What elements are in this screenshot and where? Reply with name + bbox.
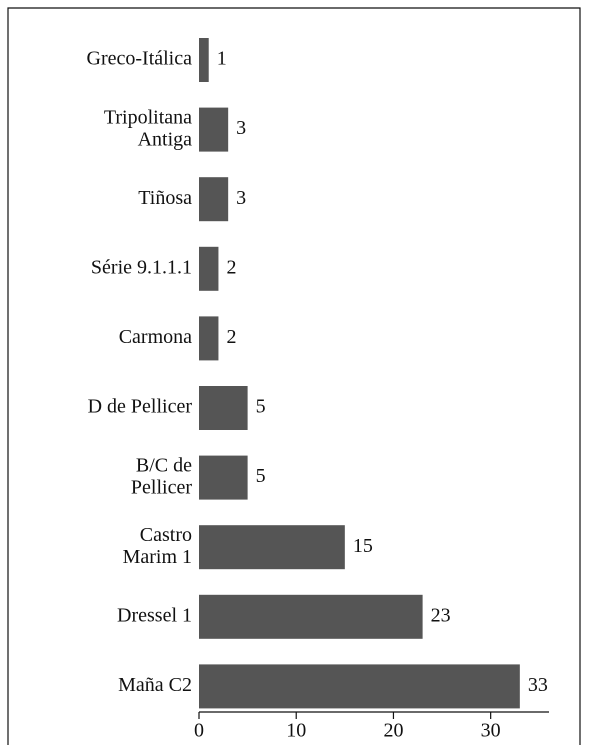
- bar: [199, 525, 345, 570]
- frame: [7, 7, 581, 745]
- y-tick-label: B/C de Pellicer: [131, 454, 192, 498]
- bar: [199, 594, 423, 639]
- value-label: 1: [217, 48, 227, 70]
- y-tick-label: Tripolitana Antiga: [104, 106, 192, 150]
- x-tick-label: 0: [194, 720, 204, 742]
- y-tick-label: Tiñosa: [138, 187, 192, 209]
- value-label: 15: [353, 535, 373, 557]
- y-tick-label: D de Pellicer: [88, 396, 193, 418]
- value-label: 2: [226, 256, 236, 278]
- bar: [199, 246, 219, 291]
- x-tick-label: 30: [481, 720, 501, 742]
- value-label: 5: [256, 396, 266, 418]
- bar: [199, 664, 520, 709]
- y-tick-label: Castro Marim 1: [123, 524, 192, 568]
- y-tick-label: Maña C2: [118, 674, 192, 696]
- value-label: 23: [431, 604, 451, 626]
- bar: [199, 107, 229, 152]
- value-label: 5: [256, 465, 266, 487]
- y-tick-label: Série 9.1.1.1: [91, 256, 192, 278]
- x-tick-label: 10: [286, 720, 306, 742]
- bar: [199, 177, 229, 222]
- value-label: 3: [236, 117, 246, 139]
- bar: [199, 316, 219, 361]
- value-label: 33: [528, 674, 548, 696]
- y-tick-label: Dressel 1: [117, 604, 192, 626]
- y-tick-label: Greco-Itálica: [87, 48, 193, 70]
- y-tick-label: Carmona: [119, 326, 192, 348]
- bar: [199, 386, 248, 430]
- x-tick-label: 20: [383, 720, 403, 742]
- value-label: 2: [226, 326, 236, 348]
- value-label: 3: [236, 187, 246, 209]
- bar: [199, 455, 248, 500]
- bar: [199, 38, 209, 82]
